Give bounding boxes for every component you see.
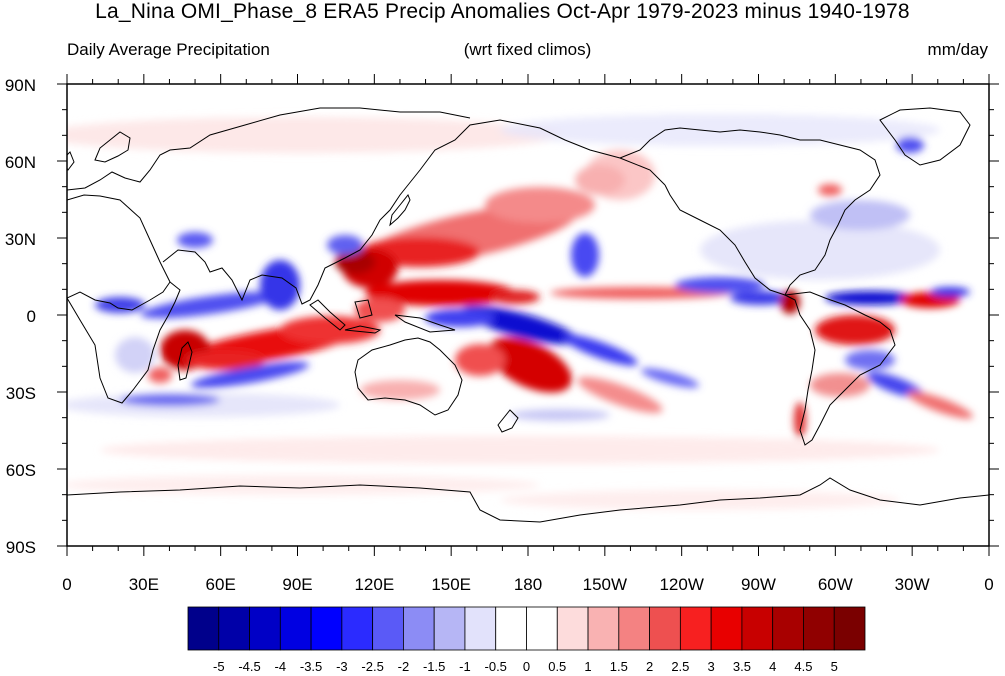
lat-label: 90S — [6, 538, 36, 557]
colorbar-label: -2 — [398, 659, 410, 674]
colorbar-swatch — [495, 606, 527, 651]
colorbar-swatch — [403, 606, 435, 651]
axis-ticks — [57, 74, 999, 556]
lon-label: 60W — [818, 575, 853, 594]
colorbar-swatch — [310, 606, 343, 651]
colorbar-swatch — [833, 606, 866, 651]
colorbar-label: 2.5 — [671, 659, 689, 674]
colorbar-label: -2.5 — [361, 659, 383, 674]
lon-label: 150W — [583, 575, 627, 594]
colorbar-label: -5 — [213, 659, 225, 674]
colorbar-label: -1.5 — [423, 659, 445, 674]
colorbar: -5 -4.5 -4 -3.5 -3 -2.5 -2 -1.5 -1 -0.5 0 0.5 1 1.5 2 2… — [187, 606, 866, 674]
colorbar-swatch — [618, 606, 650, 651]
latitude-axis: 90N 60N 30N 0 30S 60S 90S — [5, 76, 36, 557]
colorbar-label: -3 — [336, 659, 348, 674]
colorbar-label: 0 — [523, 659, 530, 674]
colorbar-label: 3.5 — [733, 659, 751, 674]
colorbar-swatch — [803, 606, 835, 651]
colorbar-label: 3 — [708, 659, 715, 674]
lon-label: 120W — [659, 575, 703, 594]
map-title: La_Nina OMI_Phase_8 ERA5 Precip Anomalie… — [95, 0, 910, 23]
colorbar-swatch — [526, 606, 558, 651]
colorbar-label: 2 — [646, 659, 653, 674]
colorbar-swatch — [649, 606, 681, 651]
colorbar-label: 0.5 — [548, 659, 566, 674]
colorbar-swatch — [710, 606, 743, 651]
colorbar-swatch — [372, 606, 404, 651]
lon-label: 180 — [514, 575, 542, 594]
subtitle-units: mm/day — [927, 40, 988, 59]
colorbar-label: -3.5 — [300, 659, 322, 674]
coastlines — [67, 107, 989, 523]
lon-label: 120E — [354, 575, 394, 594]
colorbar-swatch — [556, 606, 589, 651]
colorbar-label: 1 — [584, 659, 591, 674]
colorbar-swatch — [249, 606, 281, 651]
lon-label: 0 — [62, 575, 71, 594]
colorbar-label: 4.5 — [794, 659, 812, 674]
colorbar-swatch — [464, 606, 497, 651]
colorbar-swatch — [433, 606, 466, 651]
lat-label: 60N — [5, 153, 36, 172]
longitude-axis: 0 30E 60E 90E 120E 150E 180 150W 120W 90W 60W 30W 0 — [62, 575, 993, 594]
colorbar-label: -1 — [459, 659, 471, 674]
lon-label: 60E — [206, 575, 236, 594]
lat-label: 30S — [6, 384, 36, 403]
subtitle-note: (wrt fixed climos) — [463, 40, 592, 59]
colorbar-swatch — [679, 606, 712, 651]
lon-label: 150E — [431, 575, 471, 594]
lon-label: 30W — [895, 575, 930, 594]
colorbar-label: -0.5 — [485, 659, 507, 674]
colorbar-label: 5 — [831, 659, 838, 674]
anomaly-field — [67, 114, 973, 510]
lat-label: 0 — [27, 307, 36, 326]
colorbar-label: 4 — [769, 659, 776, 674]
colorbar-label: -4 — [275, 659, 287, 674]
colorbar-label: 1.5 — [610, 659, 628, 674]
colorbar-swatch — [218, 606, 250, 651]
lat-label: 90N — [5, 76, 36, 95]
lon-label: 30E — [129, 575, 159, 594]
lon-label: 90E — [282, 575, 312, 594]
subtitle-variable: Daily Average Precipitation — [67, 40, 270, 59]
colorbar-label: -4.5 — [238, 659, 260, 674]
colorbar-swatch — [341, 606, 374, 651]
colorbar-swatch — [741, 606, 774, 651]
colorbar-swatch — [772, 606, 804, 651]
lon-label: 90W — [741, 575, 776, 594]
colorbar-swatch — [187, 606, 220, 651]
colorbar-swatch — [587, 606, 620, 651]
colorbar-swatch — [279, 606, 312, 651]
lat-label: 60S — [6, 461, 36, 480]
lat-label: 30N — [5, 230, 36, 249]
lon-label: 0 — [984, 575, 993, 594]
